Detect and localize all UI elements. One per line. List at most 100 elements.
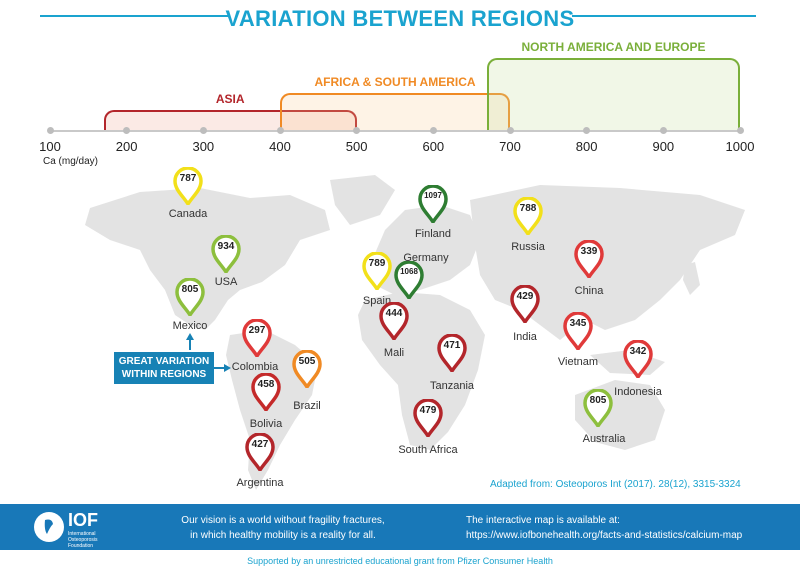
title-left-rule <box>40 15 228 17</box>
country-label: Germany <box>403 252 449 264</box>
axis-tick-label: 400 <box>269 139 291 154</box>
map-pin-icon: 934 <box>211 235 241 273</box>
title-row: VARIATION BETWEEN REGIONS <box>0 0 800 36</box>
page-title: VARIATION BETWEEN REGIONS <box>225 6 575 31</box>
axis-tick-dot <box>123 127 131 134</box>
country-label: South Africa <box>398 444 458 456</box>
map-pin-shape <box>175 278 205 316</box>
calcium-axis <box>48 130 742 132</box>
axis-unit-label: Ca (mg/day) <box>43 156 99 167</box>
country-label: Argentina <box>236 477 284 489</box>
pin-value: 429 <box>516 291 534 302</box>
pin-value: 1068 <box>400 267 418 276</box>
map-pin-shape <box>242 319 272 357</box>
axis-tick-label: 600 <box>422 139 445 154</box>
map-pin-shape <box>394 261 424 299</box>
country-label: USA <box>214 276 238 288</box>
pin-value: 458 <box>257 379 275 390</box>
axis-tick-label: 900 <box>652 139 675 154</box>
map-pin-icon: 429 <box>510 285 540 323</box>
map-pin-icon: 805 <box>175 278 205 316</box>
axis-tick-dot <box>276 127 284 134</box>
iof-logo-subtext: International Osteoporosis Foundation <box>68 531 98 549</box>
map-pin-shape <box>510 285 540 323</box>
country-label: Russia <box>511 241 545 253</box>
country-label: Colombia <box>231 361 279 373</box>
axis-tick-label: 200 <box>115 139 138 154</box>
region-range-bracket <box>280 93 510 131</box>
pin-value: 1097 <box>424 191 442 200</box>
map-pin-shape <box>362 252 392 290</box>
pin-value: 342 <box>629 346 647 357</box>
region-range-label: AFRICA & SOUTH AMERICA <box>314 75 476 89</box>
map-pin-icon: 479 <box>413 399 443 437</box>
country-label: Brazil <box>293 400 321 412</box>
country-label: Canada <box>168 208 208 220</box>
map-pin-icon: 1097 <box>418 185 448 223</box>
country-label: Australia <box>582 433 626 445</box>
map-pin-icon: 345 <box>563 312 593 350</box>
country-label: Spain <box>362 295 392 307</box>
interactive-map-note: The interactive map is available at: htt… <box>466 513 742 543</box>
landmass-greenland <box>330 175 395 225</box>
axis-tick-dot <box>736 127 744 134</box>
map-pin-icon: 427 <box>245 433 275 471</box>
country-label: Bolivia <box>249 418 283 430</box>
landmass-north-america <box>85 188 330 330</box>
map-pin-shape <box>379 302 409 340</box>
pin-value: 345 <box>569 318 587 329</box>
map-pin-icon: 505 <box>292 350 322 388</box>
country-label: Mexico <box>172 320 208 332</box>
pin-value: 444 <box>385 308 403 319</box>
map-pin-shape <box>211 235 241 273</box>
axis-tick-dot <box>46 127 54 134</box>
map-pin-icon: 339 <box>574 240 604 278</box>
region-range-bracket <box>103 110 357 131</box>
map-pin-shape <box>418 185 448 223</box>
axis-tick-dot <box>506 127 514 134</box>
sponsor-note: Supported by an unrestricted educational… <box>247 556 553 566</box>
map-pin-shape <box>563 312 593 350</box>
map-pin-shape <box>173 167 203 205</box>
pin-value: 789 <box>368 258 386 269</box>
map-pin-icon: 297 <box>242 319 272 357</box>
interactive-map-link[interactable]: https://www.iofbonehealth.org/facts-and-… <box>466 530 743 541</box>
pin-value: 339 <box>580 246 598 257</box>
country-label: Indonesia <box>614 386 662 398</box>
country-label: India <box>513 331 537 343</box>
map-pin-shape <box>583 389 613 427</box>
footer-band: IOF International Osteoporosis Foundatio… <box>0 504 800 550</box>
map-pin-shape <box>623 340 653 378</box>
map-pin-icon: 342 <box>623 340 653 378</box>
map-pin-icon: 787 <box>173 167 203 205</box>
axis-tick-dot <box>659 127 667 134</box>
pin-value: 934 <box>217 241 235 252</box>
axis-tick-label: 700 <box>499 139 521 154</box>
map-pin-shape <box>437 334 467 372</box>
map-pin-shape <box>251 373 281 411</box>
map-pin-shape <box>413 399 443 437</box>
country-label: Mali <box>383 347 405 359</box>
axis-tick-label: 300 <box>192 139 215 154</box>
pin-value: 297 <box>248 325 266 336</box>
pin-value: 788 <box>519 203 537 214</box>
region-range-bracket <box>487 58 740 131</box>
vision-statement: Our vision is a world without fragility … <box>176 513 390 543</box>
map-pin-shape <box>245 433 275 471</box>
interactive-line-1: The interactive map is available at: <box>466 515 620 526</box>
pin-value: 427 <box>251 439 269 450</box>
axis-tick-label: 100 <box>39 139 61 154</box>
country-label: China <box>574 285 604 297</box>
map-pin-icon: 805 <box>583 389 613 427</box>
map-pin-shape <box>513 197 543 235</box>
vision-line-2: in which healthy mobility is a reality f… <box>190 530 376 541</box>
pin-value: 471 <box>443 340 461 351</box>
great-variation-callout: GREAT VARIATION WITHIN REGIONS <box>114 352 214 384</box>
axis-tick-dot <box>583 127 591 134</box>
country-label: Vietnam <box>557 356 599 368</box>
axis-tick-label: 800 <box>575 139 598 154</box>
map-pin-icon: 458 <box>251 373 281 411</box>
axis-tick-label: 500 <box>345 139 368 154</box>
iof-logo-icon <box>34 512 64 542</box>
